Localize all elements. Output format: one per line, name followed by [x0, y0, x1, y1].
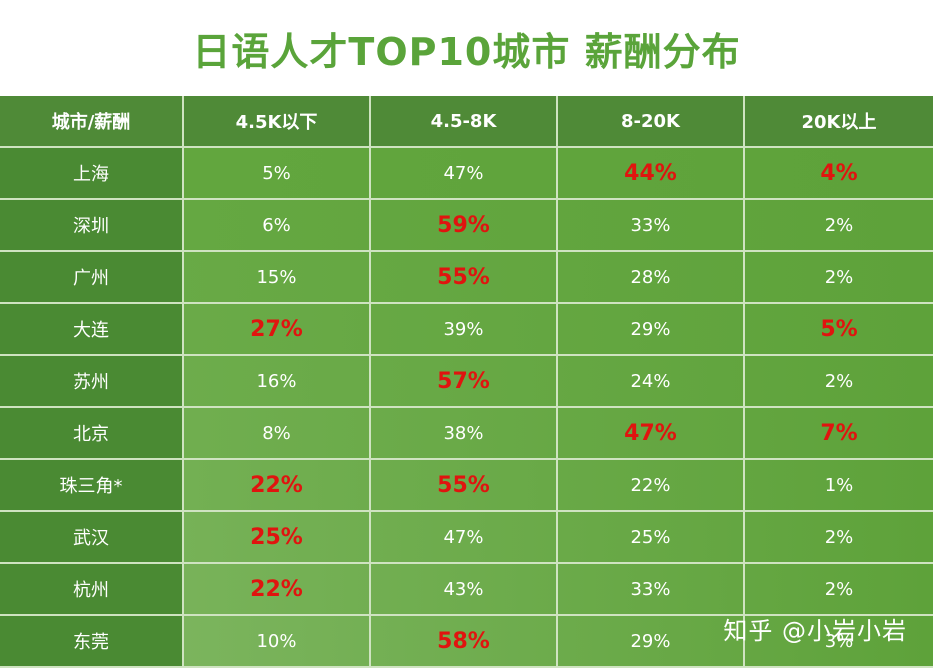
- value-cell: 24%: [558, 356, 745, 408]
- table-row: 深圳 6% 59% 33% 2%: [0, 200, 933, 252]
- city-label: 北京: [0, 408, 184, 460]
- table-row: 广州 15% 55% 28% 2%: [0, 252, 933, 304]
- value-cell: 27%: [184, 304, 371, 356]
- value-cell: 47%: [371, 148, 558, 200]
- table-row: 北京 8% 38% 47% 7%: [0, 408, 933, 460]
- column-header: 4.5-8K: [371, 96, 558, 148]
- city-label: 大连: [0, 304, 184, 356]
- column-header: 8-20K: [558, 96, 745, 148]
- table-row: 苏州 16% 57% 24% 2%: [0, 356, 933, 408]
- value-cell: 55%: [371, 460, 558, 512]
- value-cell: 22%: [184, 564, 371, 616]
- city-label: 深圳: [0, 200, 184, 252]
- value-cell: 47%: [371, 512, 558, 564]
- value-cell: 22%: [184, 460, 371, 512]
- value-cell: 5%: [745, 304, 933, 356]
- table-row: 武汉 25% 47% 25% 2%: [0, 512, 933, 564]
- value-cell: 44%: [558, 148, 745, 200]
- value-cell: 2%: [745, 252, 933, 304]
- value-cell: 25%: [184, 512, 371, 564]
- value-cell: 2%: [745, 200, 933, 252]
- value-cell: 39%: [371, 304, 558, 356]
- value-cell: 55%: [371, 252, 558, 304]
- column-header: 4.5K以下: [184, 96, 371, 148]
- city-label: 东莞: [0, 616, 184, 668]
- value-cell: 29%: [558, 616, 745, 668]
- value-cell: 29%: [558, 304, 745, 356]
- salary-table: 城市/薪酬 4.5K以下 4.5-8K 8-20K 20K以上 上海 5% 47% 4…: [0, 96, 933, 668]
- value-cell: 2%: [745, 356, 933, 408]
- value-cell: 5%: [184, 148, 371, 200]
- value-cell: 6%: [184, 200, 371, 252]
- header-row: 城市/薪酬 4.5K以下 4.5-8K 8-20K 20K以上: [0, 96, 933, 148]
- value-cell: 2%: [745, 564, 933, 616]
- value-cell: 57%: [371, 356, 558, 408]
- value-cell: 43%: [371, 564, 558, 616]
- city-label: 珠三角*: [0, 460, 184, 512]
- value-cell: 38%: [371, 408, 558, 460]
- value-cell: 22%: [558, 460, 745, 512]
- city-label: 武汉: [0, 512, 184, 564]
- value-cell: 25%: [558, 512, 745, 564]
- column-header: 20K以上: [745, 96, 933, 148]
- table-row: 杭州 22% 43% 33% 2%: [0, 564, 933, 616]
- value-cell: 16%: [184, 356, 371, 408]
- value-cell: 33%: [558, 564, 745, 616]
- chart-title: 日语人才TOP10城市 薪酬分布: [192, 29, 741, 74]
- value-cell: 59%: [371, 200, 558, 252]
- city-label: 广州: [0, 252, 184, 304]
- table-row: 珠三角* 22% 55% 22% 1%: [0, 460, 933, 512]
- value-cell: 58%: [371, 616, 558, 668]
- value-cell: 15%: [184, 252, 371, 304]
- table-row: 上海 5% 47% 44% 4%: [0, 148, 933, 200]
- table-row: 大连 27% 39% 29% 5%: [0, 304, 933, 356]
- watermark: 知乎 @小岩小岩: [723, 617, 907, 645]
- value-cell: 2%: [745, 512, 933, 564]
- column-header: 城市/薪酬: [0, 96, 184, 148]
- city-label: 杭州: [0, 564, 184, 616]
- value-cell: 1%: [745, 460, 933, 512]
- city-label: 苏州: [0, 356, 184, 408]
- value-cell: 28%: [558, 252, 745, 304]
- value-cell: 7%: [745, 408, 933, 460]
- value-cell: 4%: [745, 148, 933, 200]
- city-label: 上海: [0, 148, 184, 200]
- value-cell: 10%: [184, 616, 371, 668]
- value-cell: 8%: [184, 408, 371, 460]
- value-cell: 33%: [558, 200, 745, 252]
- value-cell: 47%: [558, 408, 745, 460]
